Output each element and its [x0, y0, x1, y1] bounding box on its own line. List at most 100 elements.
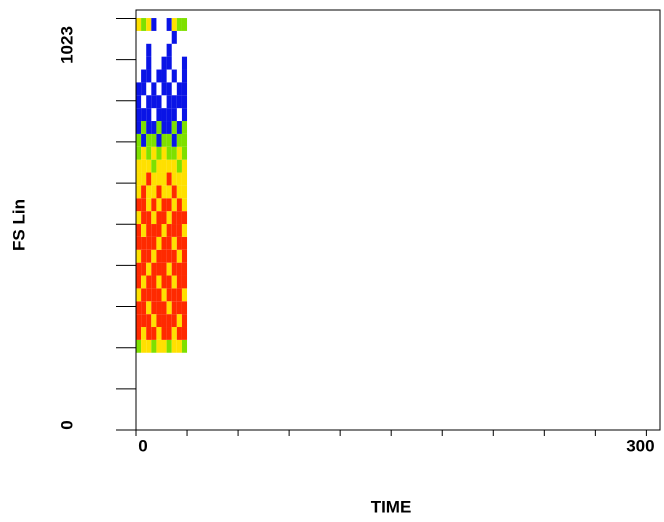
heatmap-cell [161, 224, 167, 237]
heatmap-cell [161, 159, 167, 173]
heatmap-cell [156, 69, 162, 83]
heatmap-cell [151, 146, 157, 160]
heatmap-cell [181, 121, 188, 134]
heatmap-cell [136, 121, 142, 134]
heatmap-cell [161, 314, 167, 328]
heatmap-cell [176, 327, 182, 340]
heatmap-cell [151, 224, 157, 237]
heatmap-cell [156, 262, 162, 276]
heatmap-cell [181, 95, 188, 109]
heatmap-cell [146, 159, 152, 173]
heatmap-cell [161, 146, 167, 160]
heatmap-cell [166, 211, 172, 225]
heatmap-cell [141, 275, 147, 289]
heatmap-cell [171, 262, 177, 276]
heatmap-cell [141, 121, 147, 134]
heatmap-cell [141, 262, 147, 276]
x-tick-label: 300 [626, 436, 654, 455]
heatmap-cell [181, 198, 188, 212]
heatmap-cell [151, 133, 157, 147]
heatmap-cell [151, 301, 157, 315]
heatmap-cell [151, 211, 157, 225]
heatmap-cell [171, 211, 177, 225]
heatmap-cell [181, 249, 188, 263]
heatmap-cell [136, 57, 141, 70]
heatmap-cell [161, 185, 167, 199]
heatmap-cell [141, 236, 147, 250]
heatmap-cell [141, 95, 146, 108]
heatmap-cell [146, 172, 152, 186]
heatmap-cell [156, 236, 162, 250]
heatmap-cell [151, 95, 157, 109]
heatmap-cell [141, 301, 147, 315]
heatmap-cell [181, 262, 188, 276]
heatmap-cell [146, 95, 152, 109]
heatmap-cell [141, 44, 146, 57]
heatmap-cell [136, 146, 142, 160]
y-tick-label: 0 [57, 420, 76, 429]
heatmap-cell [151, 339, 157, 353]
heatmap-cell [171, 159, 177, 173]
heatmap-cell [151, 314, 157, 328]
heatmap-cell [166, 327, 172, 340]
heatmap-cell [136, 133, 142, 147]
heatmap-cell [156, 146, 162, 160]
heatmap-cell [171, 69, 177, 83]
heatmap-cell [136, 275, 142, 289]
heatmap-cell [146, 262, 152, 276]
heatmap-cell [162, 95, 167, 108]
heatmap-cell [136, 327, 142, 340]
heatmap-cell [141, 249, 147, 263]
heatmap-cell [141, 339, 147, 353]
heatmap-cell [146, 249, 152, 263]
heatmap-cell [176, 133, 182, 147]
heatmap-cell [181, 108, 188, 122]
heatmap-cell [181, 146, 188, 160]
heatmap-cell [166, 314, 172, 328]
heatmap-cell [151, 249, 157, 263]
heatmap-cell [161, 275, 167, 289]
heatmap-cell [141, 288, 147, 302]
heatmap-cell [156, 95, 162, 109]
heatmap-cell [166, 249, 172, 263]
heatmap-cell [162, 31, 167, 44]
heatmap-cell [156, 339, 162, 353]
heatmap-cell [161, 108, 167, 122]
heatmap-cell [141, 82, 147, 96]
heatmap-cell [156, 185, 162, 199]
heatmap-cell [151, 82, 157, 96]
heatmap-cell [156, 301, 162, 315]
heatmap-cell [141, 31, 146, 44]
heatmap-cell [171, 121, 177, 134]
heatmap-cell [141, 172, 147, 186]
heatmap-cell [151, 70, 156, 83]
heatmap-cell [181, 185, 188, 199]
heatmap-cell [171, 18, 177, 31]
heatmap-cell [161, 82, 167, 96]
heatmap-cell [171, 185, 177, 199]
heatmap-cell [141, 69, 147, 83]
heatmap-cell [181, 211, 188, 225]
heatmap-cell [156, 108, 162, 122]
heatmap-cell [156, 121, 162, 134]
heatmap-cell [136, 44, 141, 57]
heatmap-cell [161, 69, 167, 83]
heatmap-cell [151, 18, 157, 31]
heatmap-cell [176, 275, 182, 289]
heatmap-cell [172, 82, 177, 95]
heatmap-cell [181, 236, 188, 250]
heatmap-cell [176, 301, 182, 315]
heatmap-cell [177, 108, 182, 121]
heatmap-cell [141, 57, 146, 70]
heatmap-cell [181, 82, 188, 96]
heatmap-cell [136, 159, 142, 173]
heatmap-cell [136, 249, 142, 263]
heatmap-cell [146, 18, 152, 31]
heatmap-cell [161, 198, 167, 212]
heatmap-cell [146, 275, 152, 289]
heatmap-cell [146, 69, 152, 83]
heatmap-cell [141, 314, 147, 328]
heatmap-cell [161, 327, 167, 340]
heatmap-cell [156, 18, 161, 31]
heatmap-cell [181, 18, 188, 31]
